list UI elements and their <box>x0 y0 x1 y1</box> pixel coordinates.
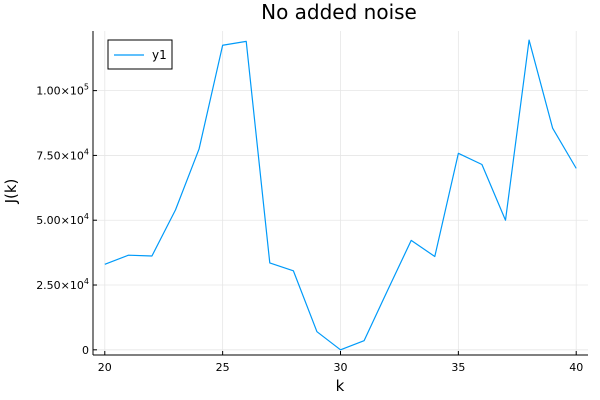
data-point <box>339 348 342 351</box>
data-point <box>315 330 318 333</box>
data-point <box>198 147 201 150</box>
x-axis-label: k <box>336 377 345 395</box>
x-gridlines <box>104 31 577 355</box>
data-point <box>292 269 295 272</box>
x-axis-ticks: 20 25 30 35 40 <box>98 351 583 374</box>
y-tick-label: 2.50×104 <box>36 277 89 292</box>
data-point <box>127 254 130 257</box>
x-tick-label: 35 <box>451 361 465 374</box>
data-point <box>433 255 436 258</box>
y-tick-label: 0 <box>82 344 89 357</box>
data-point <box>551 127 554 130</box>
data-point <box>103 263 106 266</box>
data-point <box>528 39 531 42</box>
data-point <box>504 219 507 222</box>
data-point <box>457 152 460 155</box>
x-tick-label: 20 <box>98 361 112 374</box>
data-point <box>575 167 578 170</box>
y-tick-label: 5.00×104 <box>36 212 89 227</box>
y-axis-label: J(k) <box>2 179 20 205</box>
data-point <box>221 44 224 47</box>
y-axis-ticks: 0 2.50×104 5.00×104 7.50×104 1.00×105 <box>36 83 97 357</box>
data-point <box>174 208 177 211</box>
x-tick-label: 25 <box>216 361 230 374</box>
data-point <box>386 289 389 292</box>
data-point <box>268 261 271 264</box>
legend-label-y1: y1 <box>152 48 167 62</box>
chart-title: No added noise <box>261 0 417 24</box>
series-layer <box>103 39 578 351</box>
x-tick-label: 30 <box>334 361 348 374</box>
y-tick-label: 1.00×105 <box>36 83 89 98</box>
data-point <box>245 40 248 43</box>
series-line-y1 <box>104 39 577 351</box>
y-tick-label: 7.50×104 <box>36 147 89 162</box>
legend: y1 <box>107 39 173 70</box>
data-point <box>150 254 153 257</box>
data-point <box>363 339 366 342</box>
data-point <box>410 239 413 242</box>
x-tick-label: 40 <box>569 361 583 374</box>
data-point <box>480 163 483 166</box>
